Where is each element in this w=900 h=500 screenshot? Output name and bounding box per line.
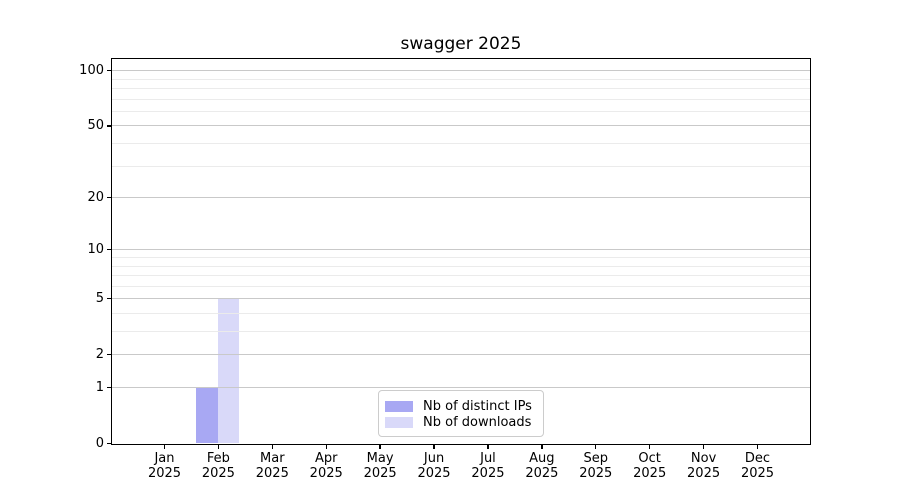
x-tick-label: May 2025: [348, 451, 412, 481]
x-tick-label: Sep 2025: [564, 451, 628, 481]
x-tick-label: Oct 2025: [618, 451, 682, 481]
x-tick-label: Dec 2025: [726, 451, 790, 481]
x-tick-year: 2025: [147, 466, 182, 481]
y-tick-label: 10: [87, 241, 104, 257]
bar-nb-of-downloads: [217, 298, 240, 443]
x-tick-year: 2025: [471, 466, 505, 481]
x-tick-label: Jan 2025: [133, 451, 197, 481]
minor-gridline: [112, 275, 810, 277]
y-tick-mark: [106, 298, 112, 300]
legend-label-downloads: Nb of downloads: [423, 414, 532, 430]
legend-item-distinct-ips: Nb of distinct IPs: [385, 398, 535, 414]
minor-gridline: [112, 331, 810, 332]
y-tick-label: 50: [87, 117, 104, 133]
x-tick-mark: [379, 444, 381, 449]
grid-layer: [112, 59, 810, 444]
plot-area: [111, 58, 811, 445]
legend: Nb of distinct IPs Nb of downloads: [378, 390, 544, 437]
major-gridline: [112, 70, 810, 72]
x-tick-mark: [271, 444, 273, 449]
x-tick-mark: [541, 444, 543, 449]
major-gridline: [112, 197, 810, 199]
minor-gridline: [112, 143, 810, 144]
x-tick-label: Apr 2025: [294, 451, 358, 481]
x-tick-mark: [217, 444, 220, 449]
major-gridline: [112, 387, 810, 388]
y-tick-label: 5: [95, 290, 104, 306]
y-tick-mark: [106, 442, 112, 445]
x-tick-year: 2025: [417, 466, 451, 481]
x-tick-label: Jul 2025: [456, 451, 520, 481]
x-tick-mark: [433, 444, 435, 449]
x-tick-label: Nov 2025: [672, 451, 736, 481]
minor-gridline: [112, 78, 810, 80]
x-tick-mark: [595, 444, 597, 449]
major-gridline: [112, 249, 810, 251]
major-gridline: [112, 354, 810, 356]
y-tick-mark: [106, 386, 112, 389]
y-tick-mark: [106, 354, 112, 356]
y-tick-label: 20: [87, 189, 104, 205]
minor-gridline: [112, 312, 810, 314]
x-tick-year: 2025: [740, 466, 775, 481]
x-tick-mark: [487, 444, 489, 449]
minor-gridline: [112, 165, 810, 167]
x-tick-mark: [325, 444, 327, 449]
minor-gridline: [112, 98, 810, 100]
y-tick-mark: [106, 125, 112, 127]
x-tick-year: 2025: [633, 466, 667, 481]
y-tick-label: 1: [95, 379, 104, 395]
legend-item-downloads: Nb of downloads: [385, 414, 535, 430]
bar-nb-of-distinct-ips: [196, 387, 218, 443]
x-tick-mark: [163, 444, 166, 449]
y-tick-mark: [106, 70, 112, 72]
y-tick-label: 100: [79, 62, 104, 78]
x-tick-year: 2025: [363, 466, 397, 481]
x-tick-mark: [702, 444, 705, 449]
minor-gridline: [112, 265, 810, 267]
x-tick-year: 2025: [309, 466, 343, 481]
legend-swatch-distinct-ips: [385, 400, 413, 412]
minor-gridline: [112, 285, 810, 287]
minor-gridline: [112, 88, 810, 89]
y-tick-label: 2: [95, 346, 104, 362]
x-tick-year: 2025: [579, 466, 613, 481]
x-tick-label: Jun 2025: [402, 451, 466, 481]
legend-label-distinct-ips: Nb of distinct IPs: [423, 398, 532, 414]
x-tick-year: 2025: [687, 466, 721, 481]
major-gridline: [112, 125, 810, 127]
y-tick-mark: [106, 249, 112, 251]
minor-gridline: [112, 110, 810, 112]
bars-layer: [112, 59, 810, 444]
legend-swatch-downloads: [385, 416, 413, 428]
x-tick-label: Feb 2025: [186, 451, 250, 481]
y-tick-label: 0: [95, 435, 104, 451]
chart-title: swagger 2025: [400, 34, 522, 54]
major-gridline: [112, 298, 810, 300]
x-tick-year: 2025: [255, 466, 289, 481]
x-tick-label: Mar 2025: [240, 451, 304, 481]
y-tick-mark: [106, 196, 112, 199]
x-tick-label: Aug 2025: [510, 451, 574, 481]
x-tick-year: 2025: [201, 466, 235, 481]
x-tick-year: 2025: [525, 466, 559, 481]
x-tick-mark: [756, 444, 759, 449]
minor-gridline: [112, 256, 810, 258]
x-tick-mark: [649, 444, 651, 449]
